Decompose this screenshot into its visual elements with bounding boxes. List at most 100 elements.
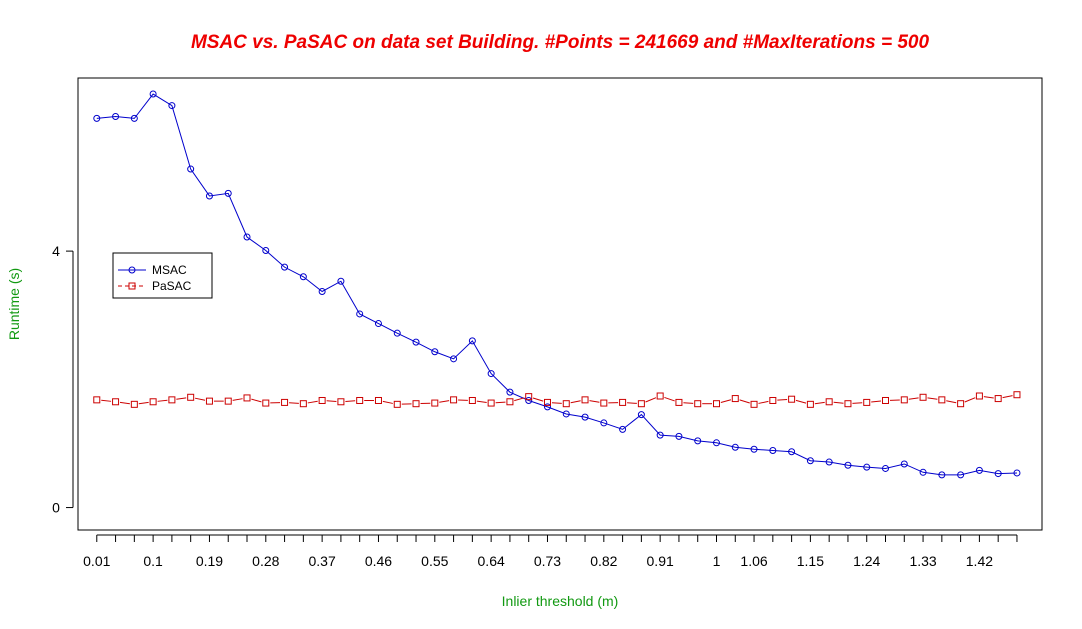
data-point-pasac (882, 396, 890, 404)
series-line-pasac (532, 397, 544, 402)
data-point-msac (450, 355, 458, 363)
x-tick-label: 1.15 (797, 553, 824, 569)
data-point-msac (374, 320, 382, 328)
data-point-pasac (994, 395, 1002, 403)
x-axis-title: Inlier threshold (m) (502, 593, 619, 609)
data-point-msac (299, 273, 307, 281)
series-line-pasac (720, 399, 732, 403)
legend-marker-msac (128, 266, 136, 274)
data-point-pasac (731, 395, 739, 403)
data-point-msac (487, 370, 495, 378)
data-point-pasac (543, 398, 551, 406)
x-tick-label: 1.33 (909, 553, 936, 569)
data-point-pasac (750, 400, 758, 408)
data-point-msac (694, 437, 702, 445)
data-point-pasac (224, 397, 232, 405)
chart-title: MSAC vs. PaSAC on data set Building. #Po… (191, 32, 930, 53)
data-point-msac (900, 460, 908, 468)
plot-frame (77, 77, 1043, 531)
legend: MSAC PaSAC (112, 252, 213, 299)
data-point-msac (543, 403, 551, 411)
x-tick-label: 0.28 (252, 553, 279, 569)
series-line-msac (96, 93, 1017, 476)
series-line-pasac (307, 400, 318, 404)
data-point-pasac (149, 398, 157, 406)
data-point-pasac (431, 399, 439, 407)
data-point-pasac (506, 398, 514, 406)
data-point-pasac (694, 400, 702, 408)
data-point-pasac (600, 399, 608, 407)
series-line-pasac (439, 400, 450, 403)
series-line-pasac (739, 399, 750, 404)
data-point-msac (581, 413, 589, 421)
data-point-msac (224, 189, 232, 197)
data-point-msac (863, 463, 871, 471)
series-layer (93, 90, 1021, 479)
data-point-pasac (769, 396, 777, 404)
x-tick-label: 1.24 (853, 553, 880, 569)
y-axis-title: Runtime (s) (6, 268, 22, 340)
x-tick-label: 0.1 (143, 553, 163, 569)
data-point-pasac (863, 398, 871, 406)
legend-box (112, 252, 213, 299)
series-line-pasac (119, 401, 130, 405)
x-tick-label: 1.06 (740, 553, 767, 569)
data-point-msac (393, 329, 401, 337)
data-point-msac (656, 431, 664, 439)
data-point-msac (1013, 469, 1021, 477)
data-point-pasac (619, 398, 627, 406)
data-point-msac (431, 348, 439, 356)
x-tick-label: 0.55 (421, 553, 448, 569)
series-pasac (93, 391, 1021, 408)
x-tick-label: 0.82 (590, 553, 617, 569)
y-tick-label: 0 (52, 500, 60, 516)
data-point-msac (506, 388, 514, 396)
series-line-pasac (1002, 395, 1013, 399)
series-line-pasac (795, 399, 807, 404)
series-line-pasac (138, 401, 149, 405)
series-line-pasac (345, 400, 356, 402)
series-line-pasac (157, 399, 168, 402)
series-line-pasac (495, 401, 506, 404)
series-line-pasac (232, 398, 243, 401)
series-line-pasac (551, 402, 562, 404)
data-point-msac (788, 448, 796, 456)
series-line-pasac (101, 399, 112, 402)
data-point-pasac (562, 400, 570, 408)
data-point-pasac (525, 393, 533, 401)
data-point-pasac (675, 398, 683, 406)
data-point-msac (750, 445, 758, 453)
data-point-msac (281, 263, 289, 271)
data-point-pasac (393, 400, 401, 408)
data-point-msac (468, 337, 476, 345)
data-point-pasac (712, 400, 720, 408)
data-point-pasac (788, 395, 796, 403)
data-point-msac (994, 470, 1002, 478)
x-tick-label: 0.91 (647, 553, 674, 569)
data-point-pasac (187, 393, 195, 401)
data-point-pasac (1013, 391, 1021, 399)
data-point-msac (243, 233, 251, 241)
data-point-msac (938, 471, 946, 479)
data-point-msac (149, 90, 157, 98)
data-point-pasac (374, 396, 382, 404)
data-point-msac (205, 192, 213, 200)
y-axis: 04 (52, 243, 74, 516)
data-point-msac (675, 432, 683, 440)
series-line-pasac (871, 400, 882, 403)
data-point-msac (318, 287, 326, 295)
x-tick-label: 1.42 (966, 553, 993, 569)
data-point-msac (844, 461, 852, 469)
x-tick-label: 0.37 (309, 553, 336, 569)
x-axis: 0.01 0.1 0.19 0.28 0.37 0.46 0.55 0.64 0.73 0.82 0… (83, 534, 1018, 569)
data-point-msac (525, 396, 533, 404)
legend-label-pasac: PaSAC (152, 279, 192, 293)
data-point-pasac (844, 400, 852, 408)
series-line-pasac (664, 396, 675, 402)
data-point-msac (975, 466, 983, 474)
data-point-pasac (356, 396, 364, 404)
x-tick-label: 0.19 (196, 553, 223, 569)
data-point-msac (130, 114, 138, 122)
series-line-pasac (946, 400, 957, 404)
data-point-msac (93, 114, 101, 122)
